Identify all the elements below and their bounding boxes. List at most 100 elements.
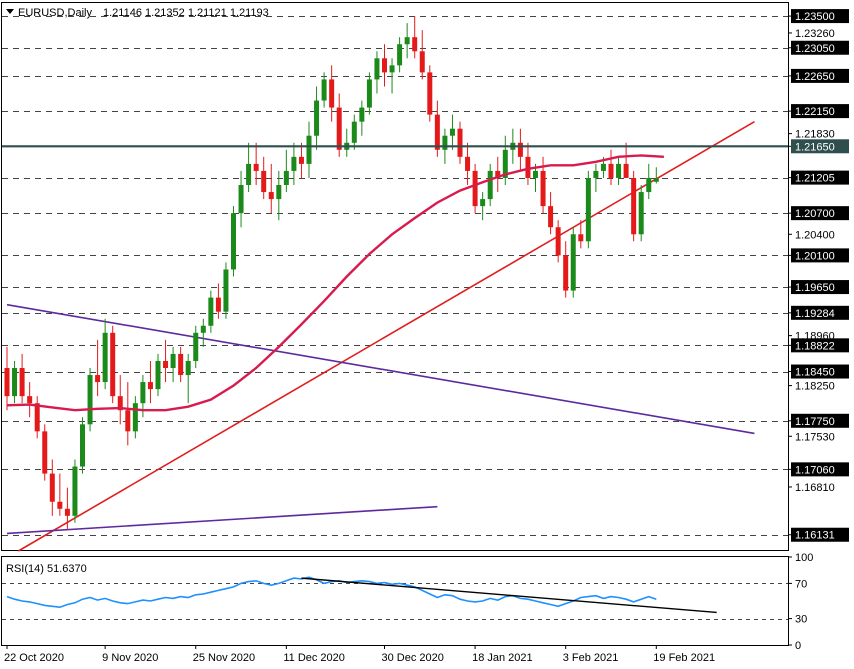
candle-body: [382, 58, 387, 73]
candle: [12, 360, 18, 404]
date-axis: 22 Oct 2020 9 Nov 2020 25 Nov 2020 11 Dec 2…: [4, 645, 715, 664]
candle-body: [208, 297, 214, 326]
moving-average-line: [6, 154, 664, 412]
candle-body: [246, 163, 252, 185]
date-tick-label: 25 Nov 2020: [193, 652, 255, 664]
candle: [404, 23, 410, 59]
candle: [276, 170, 282, 221]
candle-body: [193, 332, 199, 361]
price-tick-label: 1.17060: [795, 464, 835, 476]
candle: [351, 114, 357, 150]
candle: [495, 156, 501, 193]
candle: [366, 72, 372, 115]
candle-body: [457, 128, 463, 157]
candle: [359, 100, 365, 136]
rsi-label: RSI(14) 51.6370: [6, 563, 87, 575]
candle-body: [64, 508, 70, 516]
candle: [487, 163, 493, 207]
candle: [57, 473, 63, 516]
candle-body: [329, 79, 335, 108]
candle: [578, 220, 584, 249]
price-tick-label: 1.20100: [795, 250, 835, 262]
rsi-tick-label: 70: [795, 578, 807, 590]
price-tick-label: 1.18250: [795, 381, 835, 393]
candle: [419, 30, 425, 80]
candle-body: [631, 177, 637, 235]
candle-body: [600, 163, 606, 171]
candle: [80, 417, 85, 474]
chevron-down-icon[interactable]: [6, 9, 14, 14]
candle: [638, 185, 644, 242]
candle-body: [27, 396, 33, 404]
price-tick-label: 1.16810: [795, 482, 835, 494]
price-tag: [791, 280, 849, 295]
price-tag: [791, 305, 849, 320]
price-tick-label: 1.20400: [795, 229, 835, 241]
candle-body: [57, 501, 63, 509]
price-tag: [791, 206, 849, 221]
candle-body: [540, 170, 546, 207]
candle: [306, 121, 312, 178]
candle-body: [140, 382, 146, 404]
candle-body: [132, 403, 138, 432]
candle-body: [125, 410, 131, 432]
candle: [457, 121, 463, 164]
price-pane-frame: [1, 2, 789, 551]
candle: [382, 44, 387, 87]
candle-body: [646, 177, 652, 193]
candle-body: [34, 403, 40, 432]
date-tick-label: 9 Nov 2020: [102, 652, 158, 664]
candle-body: [623, 163, 629, 178]
candle-body: [261, 170, 267, 193]
candle-body: [397, 44, 403, 66]
candle: [215, 283, 221, 319]
candle-body: [291, 156, 297, 171]
candle-body: [472, 170, 478, 207]
candle: [223, 262, 229, 319]
candle-body: [170, 353, 176, 368]
candle: [253, 142, 259, 185]
candle: [268, 163, 274, 214]
candle: [389, 58, 395, 94]
price-tick-label: 1.17530: [795, 431, 835, 443]
date-tick-label: 30 Dec 2020: [382, 652, 444, 664]
candle: [261, 156, 267, 200]
rsi-tick-label: 100: [795, 552, 813, 564]
price-tag: [791, 248, 849, 263]
candle: [87, 368, 93, 432]
candle-body: [608, 163, 614, 178]
price-tick-label: 1.21205: [795, 173, 835, 185]
candle-body: [321, 79, 327, 101]
candle: [283, 149, 289, 193]
candle-body: [12, 368, 18, 397]
price-axis: 1.23500 1.23260 1.23050 1.22650 1.22150 1.218…: [788, 9, 849, 542]
candle: [117, 375, 123, 425]
price-tag: [791, 9, 849, 24]
candle: [64, 487, 70, 530]
candle: [200, 318, 206, 347]
candle-body: [117, 396, 123, 411]
date-tick-label: 11 Dec 2020: [283, 652, 345, 664]
candle-body: [570, 234, 576, 291]
price-tick-label: 1.16131: [795, 530, 835, 542]
candle-body: [434, 114, 440, 150]
candle: [517, 128, 523, 171]
candle: [95, 339, 101, 397]
candle: [472, 163, 478, 214]
candle: [563, 241, 569, 298]
candle-body: [223, 269, 229, 312]
horizontal-levels: [2, 16, 788, 536]
price-tag: [791, 104, 849, 119]
candle: [291, 142, 297, 185]
candle-body: [616, 163, 622, 178]
candle-body: [502, 149, 508, 178]
price-tag: [791, 527, 849, 542]
candle-body: [231, 213, 236, 270]
price-tick-label: 1.19650: [795, 282, 835, 294]
candle-body: [19, 368, 25, 397]
candle-body: [155, 360, 161, 390]
candlesticks: [4, 16, 659, 530]
symbol-timeframe: EURUSD,Daily: [18, 7, 92, 19]
candle-body: [72, 466, 78, 516]
